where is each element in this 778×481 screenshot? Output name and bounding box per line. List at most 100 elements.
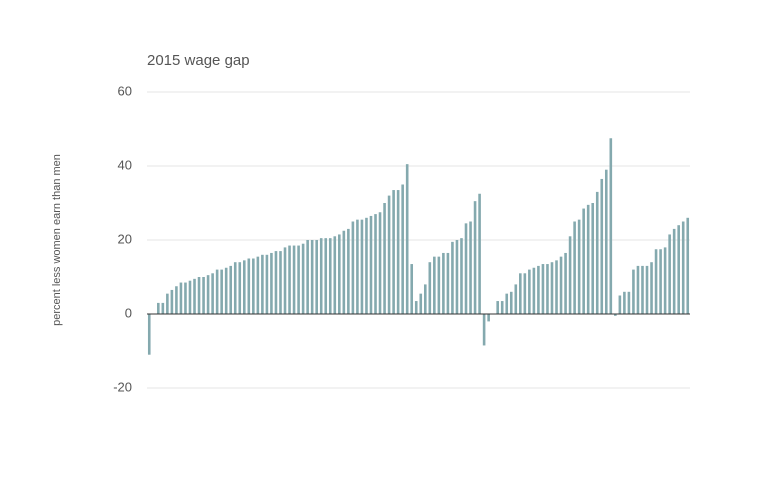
- bar: [473, 201, 477, 314]
- bar: [600, 178, 604, 314]
- bar: [514, 284, 518, 314]
- bar: [283, 247, 287, 314]
- bar: [586, 204, 590, 314]
- bar: [604, 169, 608, 314]
- bar: [387, 195, 391, 314]
- bar: [442, 252, 445, 314]
- bar: [464, 223, 468, 314]
- bar: [519, 273, 522, 314]
- bar: [451, 241, 454, 314]
- y-axis-label: percent less women earn than men: [51, 154, 63, 326]
- bar: [595, 191, 599, 314]
- bar: [414, 301, 418, 314]
- bar: [274, 251, 278, 314]
- bar: [437, 256, 441, 314]
- bar: [469, 221, 472, 314]
- bar: [166, 293, 169, 314]
- bar: [528, 269, 531, 314]
- y-tick-label: 40: [118, 157, 132, 172]
- bar: [215, 269, 219, 314]
- bar: [672, 228, 676, 314]
- bar: [591, 203, 595, 314]
- bar: [487, 314, 490, 322]
- bar: [636, 265, 640, 314]
- bar: [433, 256, 436, 314]
- bar: [623, 291, 626, 314]
- bar: [541, 264, 545, 314]
- y-tick-label: -20: [113, 379, 132, 394]
- bar: [338, 234, 341, 314]
- bar: [270, 252, 273, 314]
- bar: [505, 293, 509, 314]
- bar: [509, 291, 513, 314]
- bar: [405, 164, 409, 314]
- bar: [446, 252, 450, 314]
- bar: [184, 282, 187, 314]
- bar: [220, 269, 223, 314]
- bar: [261, 254, 264, 314]
- bar: [627, 291, 631, 314]
- bar: [175, 286, 178, 314]
- bar: [369, 215, 373, 314]
- bar: [681, 221, 685, 314]
- bar: [482, 314, 486, 346]
- bar: [396, 190, 400, 314]
- bar: [650, 262, 653, 314]
- bar: [423, 284, 427, 314]
- bar: [668, 234, 671, 314]
- bar: [614, 314, 617, 316]
- bar: [568, 236, 572, 314]
- bar: [378, 212, 382, 314]
- bar: [315, 240, 318, 314]
- y-tick-label: 60: [118, 83, 132, 98]
- bar: [419, 293, 423, 314]
- bar: [197, 277, 201, 314]
- bar: [383, 203, 386, 314]
- bar: [532, 267, 536, 314]
- bar: [233, 262, 237, 314]
- bar: [319, 238, 323, 314]
- bar: [564, 252, 567, 314]
- bar: [686, 217, 690, 314]
- bar: [374, 214, 377, 314]
- bar: [609, 138, 613, 314]
- bar: [455, 240, 459, 314]
- bar: [537, 265, 540, 314]
- bar: [550, 262, 554, 314]
- bar: [288, 245, 291, 314]
- bar: [677, 225, 680, 314]
- bar: [641, 265, 644, 314]
- bar: [147, 314, 151, 355]
- bar: [202, 277, 205, 314]
- bar: [663, 247, 667, 314]
- bar: [157, 302, 160, 314]
- bar: [238, 262, 242, 314]
- bar: [347, 228, 350, 314]
- chart-title: 2015 wage gap: [147, 52, 250, 69]
- bar: [247, 258, 251, 314]
- bar: [546, 264, 549, 314]
- bar: [188, 280, 192, 314]
- bar: [351, 221, 355, 314]
- bar: [211, 273, 214, 314]
- bar: [555, 260, 558, 314]
- bar: [478, 193, 481, 314]
- bar: [392, 190, 395, 314]
- bar: [333, 236, 337, 314]
- bar: [401, 184, 404, 314]
- bar: [328, 238, 332, 314]
- bar: [460, 238, 463, 314]
- bar: [573, 221, 576, 314]
- bar: [179, 282, 183, 314]
- bar: [324, 238, 328, 314]
- bar: [523, 273, 527, 314]
- bar: [256, 256, 260, 314]
- bar: [301, 243, 305, 314]
- bar: [356, 219, 359, 314]
- bar: [229, 265, 233, 314]
- bar: [279, 251, 282, 314]
- bar: [297, 245, 300, 314]
- bar: [659, 249, 662, 314]
- bar: [310, 240, 314, 314]
